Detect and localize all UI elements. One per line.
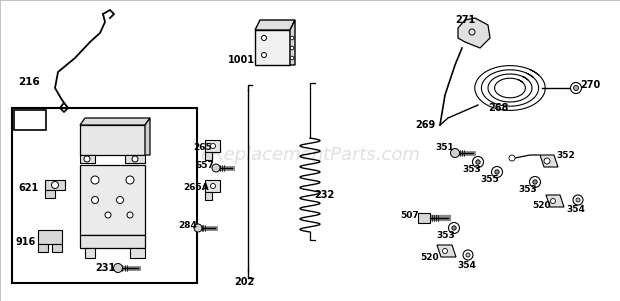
Circle shape — [495, 170, 499, 174]
Polygon shape — [80, 118, 150, 125]
Text: 265: 265 — [193, 144, 212, 153]
Circle shape — [126, 176, 134, 184]
Circle shape — [529, 176, 541, 188]
Polygon shape — [52, 244, 62, 252]
Circle shape — [105, 212, 111, 218]
Text: 265A: 265A — [183, 184, 209, 193]
Circle shape — [573, 195, 583, 205]
Polygon shape — [80, 125, 145, 155]
Circle shape — [452, 226, 456, 230]
Circle shape — [463, 250, 473, 260]
Text: 1001: 1001 — [228, 55, 255, 65]
Circle shape — [570, 82, 582, 94]
Bar — [12, 108, 197, 283]
Text: 351: 351 — [435, 144, 454, 153]
Text: 271: 271 — [455, 15, 476, 25]
Text: 354: 354 — [457, 260, 476, 269]
Circle shape — [91, 176, 99, 184]
Polygon shape — [125, 155, 145, 163]
Text: 353: 353 — [462, 166, 480, 175]
Circle shape — [574, 85, 578, 91]
Polygon shape — [205, 180, 220, 192]
Text: 232: 232 — [314, 190, 334, 200]
Polygon shape — [540, 155, 558, 167]
Circle shape — [262, 52, 267, 57]
Text: 284: 284 — [178, 221, 197, 229]
Polygon shape — [205, 152, 212, 160]
Text: 353: 353 — [436, 231, 454, 240]
Circle shape — [194, 224, 202, 232]
Text: 621: 621 — [18, 183, 38, 193]
Polygon shape — [458, 18, 490, 48]
Circle shape — [469, 29, 475, 35]
Circle shape — [84, 156, 90, 162]
Circle shape — [290, 36, 294, 40]
Text: 269: 269 — [415, 120, 435, 130]
Circle shape — [443, 249, 448, 253]
Polygon shape — [255, 20, 295, 30]
Polygon shape — [80, 165, 145, 235]
Text: 355: 355 — [480, 175, 498, 185]
Circle shape — [472, 157, 484, 167]
Polygon shape — [205, 192, 212, 200]
Text: 216: 216 — [18, 77, 40, 87]
Polygon shape — [38, 244, 48, 252]
Circle shape — [551, 198, 556, 203]
Text: 270: 270 — [580, 80, 600, 90]
Text: 507: 507 — [400, 210, 419, 219]
Text: 231: 231 — [95, 263, 115, 273]
Text: 916: 916 — [15, 237, 35, 247]
Text: 202: 202 — [234, 277, 254, 287]
Circle shape — [509, 155, 515, 161]
Circle shape — [290, 56, 294, 60]
Polygon shape — [205, 140, 220, 152]
Circle shape — [127, 212, 133, 218]
Polygon shape — [437, 245, 456, 257]
Text: 353: 353 — [518, 185, 537, 194]
Text: eReplacementParts.com: eReplacementParts.com — [200, 146, 420, 164]
Circle shape — [51, 182, 58, 188]
Circle shape — [212, 164, 220, 172]
Polygon shape — [145, 118, 150, 155]
Polygon shape — [80, 235, 145, 248]
Circle shape — [476, 160, 480, 164]
Polygon shape — [38, 230, 62, 244]
Circle shape — [533, 180, 537, 184]
Circle shape — [544, 158, 550, 164]
Circle shape — [576, 198, 580, 202]
Text: 520: 520 — [532, 200, 551, 209]
Text: 520: 520 — [420, 253, 438, 262]
Circle shape — [211, 144, 216, 148]
Polygon shape — [290, 20, 295, 65]
Polygon shape — [85, 248, 95, 258]
Text: 657: 657 — [195, 160, 214, 169]
Text: 222: 222 — [17, 113, 40, 123]
Text: 352: 352 — [556, 150, 575, 160]
Circle shape — [448, 222, 459, 234]
Circle shape — [211, 184, 216, 188]
Text: 268: 268 — [488, 103, 508, 113]
Circle shape — [132, 156, 138, 162]
Polygon shape — [418, 213, 430, 223]
Circle shape — [92, 197, 99, 203]
Circle shape — [466, 253, 470, 257]
Circle shape — [117, 197, 123, 203]
Polygon shape — [45, 190, 55, 198]
Circle shape — [113, 263, 123, 272]
Circle shape — [451, 148, 459, 157]
Text: 354: 354 — [566, 206, 585, 215]
Polygon shape — [130, 248, 145, 258]
Polygon shape — [546, 195, 564, 207]
Circle shape — [262, 36, 267, 41]
Bar — [14, 110, 46, 130]
Circle shape — [290, 46, 294, 50]
Circle shape — [492, 166, 502, 178]
Polygon shape — [255, 30, 290, 65]
Polygon shape — [80, 155, 95, 163]
Polygon shape — [45, 180, 65, 190]
